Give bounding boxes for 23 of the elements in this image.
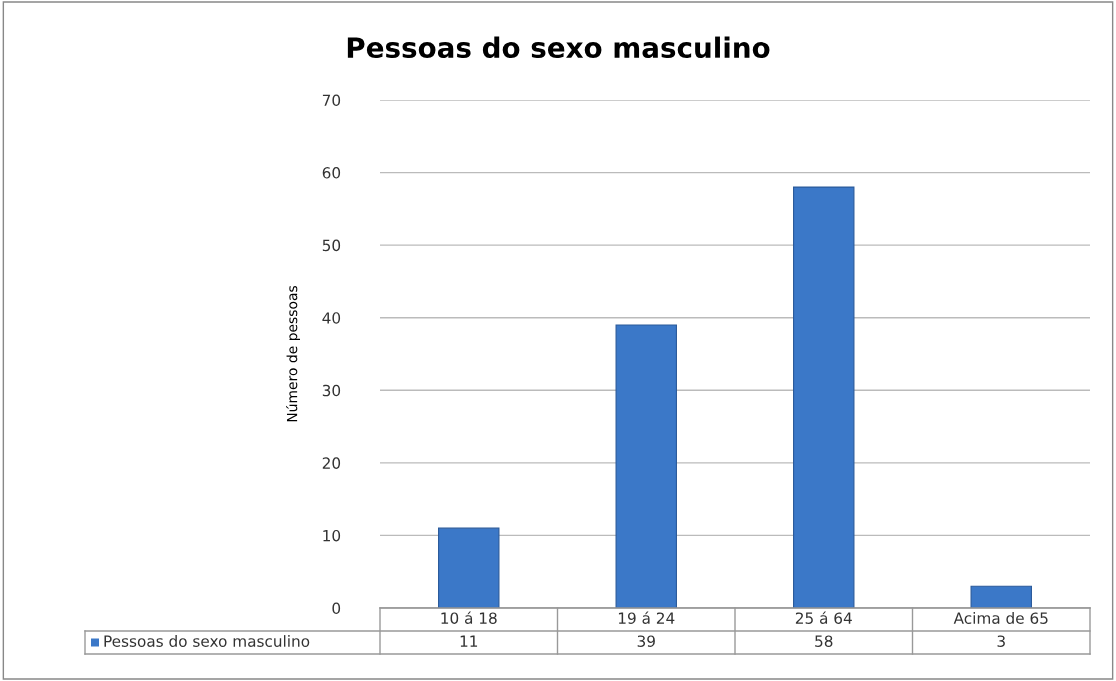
bar — [793, 186, 855, 608]
bar — [970, 585, 1032, 608]
x-tick-label: 19 á 24 — [618, 611, 675, 624]
y-tick-label: 70 — [322, 94, 341, 107]
chart-title: Pessoas do sexo masculino — [347, 36, 770, 59]
bar — [615, 324, 677, 608]
legend-label: Pessoas do sexo masculino — [104, 635, 310, 647]
x-tick-label: 25 á 64 — [795, 611, 852, 624]
bar — [438, 527, 500, 608]
data-label: 3 — [997, 635, 1005, 647]
y-tick-label: 60 — [322, 167, 341, 179]
x-tick-label: Acima de 65 — [953, 612, 1048, 624]
y-axis-title: Número de pessoas — [286, 285, 300, 422]
x-tick-label: 10 á 18 — [441, 611, 497, 624]
y-tick-label: 20 — [322, 457, 341, 469]
y-tick-label: 0 — [332, 602, 341, 615]
y-tick-label: 40 — [322, 312, 341, 324]
y-tick-label: 10 — [323, 529, 341, 542]
data-label: 58 — [815, 635, 833, 647]
data-label: 11 — [460, 635, 478, 647]
y-tick-label: 30 — [322, 384, 341, 397]
data-label: 39 — [637, 635, 655, 647]
y-tick-label: 50 — [322, 239, 341, 252]
